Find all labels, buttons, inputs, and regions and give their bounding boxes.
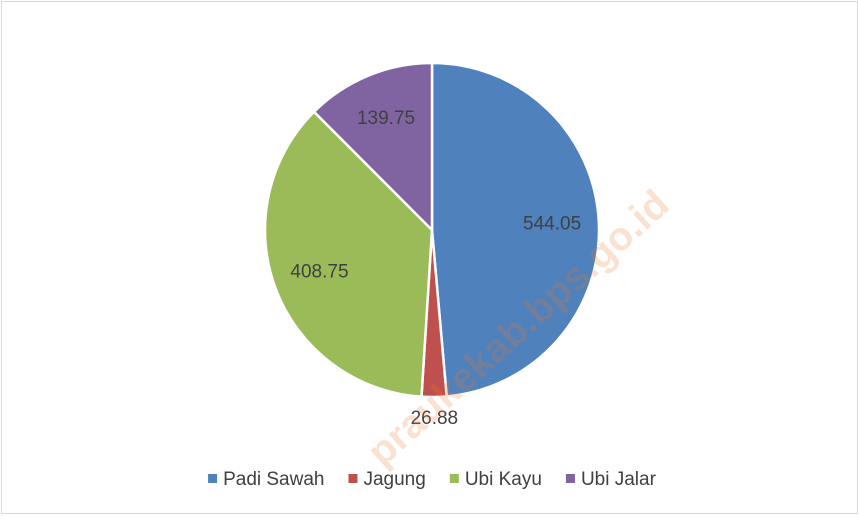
pie-slice (263, 110, 434, 398)
legend-label: Ubi Kayu (465, 469, 542, 490)
pie-slice (312, 61, 434, 234)
legend-marker (449, 474, 459, 483)
legend-label: Padi Sawah (223, 469, 324, 490)
legend-marker (565, 474, 575, 483)
legend-label: Ubi Jalar (581, 469, 657, 490)
data-label: 26.88 (411, 408, 459, 429)
legend-label: Jagung (363, 469, 425, 490)
data-label: 408.75 (290, 261, 348, 282)
data-label: 544.05 (523, 214, 581, 235)
data-label: 139.75 (357, 108, 415, 129)
legend-marker (348, 474, 358, 483)
legend-marker (208, 474, 218, 483)
pie-slice (430, 61, 601, 398)
legend: Padi Sawah Jagung Ubi Kayu Ubi Jalar (208, 469, 657, 490)
pie: 544.05 26.88 408.75 139.75 (263, 61, 601, 429)
